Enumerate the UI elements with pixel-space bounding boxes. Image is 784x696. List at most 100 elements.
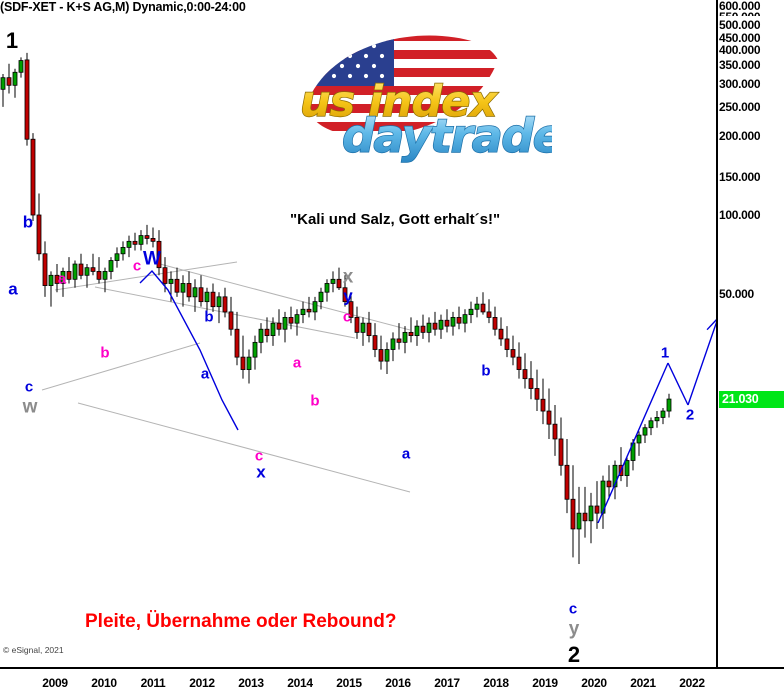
y-axis-tick-label: 450.000 [719, 31, 761, 45]
x-axis-tick-label: 2018 [483, 676, 509, 690]
wave-label-2: 2 [685, 406, 695, 424]
candle-body [276, 322, 282, 330]
candle-body [354, 317, 360, 333]
candle-body [480, 303, 486, 313]
x-axis-tick-label: 2021 [630, 676, 656, 690]
candle-body [126, 240, 132, 248]
candle-body [102, 271, 108, 280]
candle-body [666, 398, 672, 412]
current-price-badge[interactable]: 21.030 [719, 391, 784, 409]
candlestick-group [0, 52, 672, 565]
candlestick-plot [0, 52, 717, 565]
candle-body [444, 319, 450, 327]
wave-label-c: c [24, 378, 34, 396]
candle-body [210, 291, 216, 308]
candle-body [516, 356, 522, 370]
wave-label-2: 2 [567, 642, 581, 667]
candle-body [384, 349, 390, 362]
wave-label-c: c [254, 447, 264, 465]
candle-body [546, 410, 552, 425]
copyright-label: © eSignal, 2021 [3, 645, 64, 655]
y-axis-tick-label: 200.000 [719, 129, 761, 143]
y-axis-tick-label: 350.000 [719, 58, 761, 72]
candle-body [498, 328, 504, 340]
candle-body [0, 77, 6, 90]
wave-label-b: b [22, 212, 34, 232]
candle-body [252, 341, 258, 358]
candle-body [648, 420, 654, 429]
candle-body [576, 512, 582, 530]
candle-body [228, 311, 234, 330]
candle-body [612, 464, 618, 488]
candle-body [138, 235, 144, 245]
candle-body [30, 138, 36, 216]
candle-body [420, 325, 426, 333]
chart-plot-area[interactable] [0, 0, 717, 668]
candle-body [462, 314, 468, 324]
lower-channel-2 [77, 402, 411, 493]
candle-body [594, 505, 600, 514]
candle-body [18, 60, 24, 73]
y-axis-tick-label: 500.000 [719, 18, 761, 32]
candle-body [114, 253, 120, 261]
candle-body [66, 271, 72, 280]
candle-body [96, 271, 102, 280]
candle-body [144, 235, 150, 239]
y-axis-tick-label: 300.000 [719, 77, 761, 91]
wave-label-a: a [401, 445, 411, 463]
y-axis-tick-label: 600.000 [719, 0, 761, 13]
candle-body [162, 267, 168, 284]
candle-body [504, 338, 510, 350]
candle-body [570, 498, 576, 530]
candle-body [108, 260, 114, 272]
logo-text-top: us index [300, 77, 498, 127]
candle-body [402, 331, 408, 343]
candle-body [180, 283, 186, 293]
wave-label-b: b [100, 344, 110, 362]
candle-body [48, 274, 54, 286]
candle-body [372, 335, 378, 350]
candle-body [564, 464, 570, 500]
candle-body [408, 331, 414, 337]
candle-body [312, 301, 318, 313]
lower-channel-1 [41, 342, 201, 391]
candle-body [132, 240, 138, 245]
upper-channel-2 [159, 263, 411, 331]
candle-body [366, 322, 372, 337]
wave-label-y: y [568, 618, 580, 640]
wave-label-c: c [568, 600, 578, 618]
x-axis-tick-label: 2010 [91, 676, 117, 690]
candle-body [282, 317, 288, 330]
logo-text-bottom: daytrader [342, 109, 552, 163]
x-axis-tick-label: 2016 [385, 676, 411, 690]
candle-body [72, 263, 78, 280]
candle-body [456, 317, 462, 324]
candle-body [558, 438, 564, 466]
wave-label-a: a [8, 279, 18, 299]
chart-title: (SDF-XET - K+S AG,M) Dynamic,0:00-24:00 [0, 0, 246, 14]
candle-body [642, 427, 648, 436]
candle-body [270, 322, 276, 337]
candle-body [522, 369, 528, 380]
candle-body [84, 267, 90, 276]
candle-body [660, 410, 666, 418]
candle-body [222, 296, 228, 313]
x-axis-tick-label: 2012 [189, 676, 215, 690]
y-axis-tick-label: 50.000 [719, 287, 754, 301]
upper-channel-1 [54, 261, 238, 291]
candle-body [306, 308, 312, 313]
x-axis-tick-label: 2013 [238, 676, 264, 690]
wave-label-w: W [143, 248, 161, 270]
candle-body [246, 356, 252, 370]
x-axis-tick-label: 2011 [140, 676, 166, 690]
x-axis-line [0, 667, 784, 669]
candle-body [510, 349, 516, 358]
candle-body [528, 378, 534, 389]
candle-body [432, 322, 438, 330]
candle-body [6, 77, 12, 86]
candle-body [624, 460, 630, 476]
wave-label-a: a [292, 354, 302, 372]
candle-body [240, 356, 246, 370]
candle-body [318, 291, 324, 303]
